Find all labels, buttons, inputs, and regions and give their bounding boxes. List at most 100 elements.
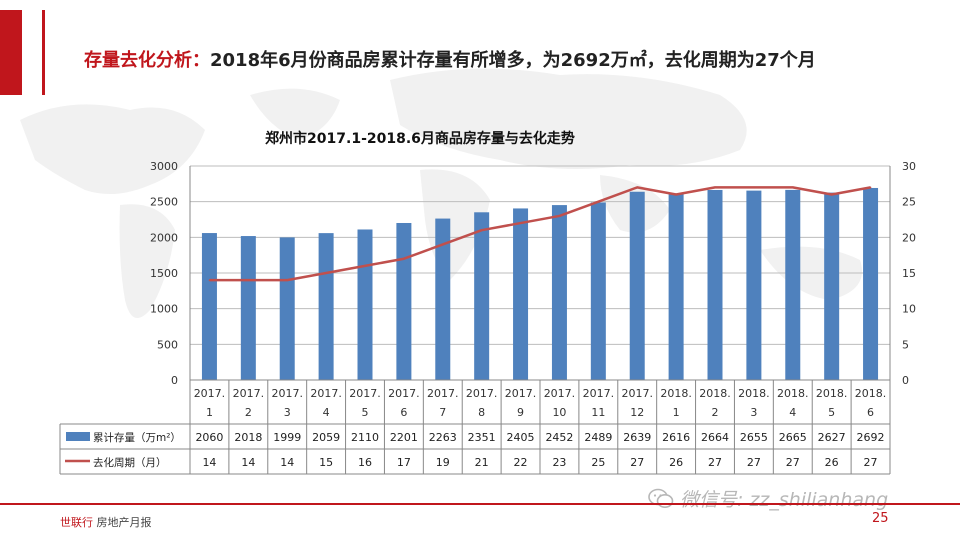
- x-tick-label-month: 2: [245, 406, 252, 419]
- x-tick-label-month: 5: [828, 406, 835, 419]
- x-tick-label-month: 10: [552, 406, 566, 419]
- line-point: [791, 186, 794, 189]
- x-tick-label-month: 3: [284, 406, 291, 419]
- x-tick-label-year: 2017.: [194, 387, 226, 400]
- data-label-inventory: 2060: [195, 431, 223, 444]
- bar: [201, 233, 217, 380]
- x-tick-label-month: 5: [362, 406, 369, 419]
- data-label-period: 15: [319, 456, 333, 469]
- bar: [435, 218, 451, 380]
- data-label-period: 27: [747, 456, 761, 469]
- data-label-period: 26: [825, 456, 839, 469]
- data-label-inventory: 2452: [545, 431, 573, 444]
- line-point: [636, 186, 639, 189]
- x-tick-label-year: 2017.: [233, 387, 265, 400]
- brand-subtitle: 房地产月报: [93, 516, 152, 529]
- line-point: [403, 257, 405, 260]
- data-label-period: 27: [786, 456, 800, 469]
- line-point: [325, 272, 327, 274]
- data-label-inventory: 2639: [623, 431, 651, 444]
- bar: [785, 189, 801, 380]
- y-right-tick-label: 25: [902, 196, 916, 209]
- grid-lines: [190, 165, 890, 381]
- y-left-tick-label: 1500: [150, 267, 178, 280]
- line-series: [208, 186, 872, 282]
- line-point: [830, 193, 833, 196]
- page-number: 25: [872, 511, 889, 526]
- line-point: [558, 215, 561, 217]
- data-label-period: 22: [514, 456, 528, 469]
- bar: [629, 191, 645, 380]
- data-label-inventory: 2201: [390, 431, 418, 444]
- data-table: 2017.12060142017.22018142017.31999142017…: [59, 379, 891, 475]
- y-left-tick-label: 0: [171, 374, 178, 387]
- data-label-period: 21: [475, 456, 489, 469]
- y-right-tick-label: 0: [902, 374, 909, 387]
- bar: [551, 205, 567, 380]
- y-left-tick-label: 2000: [150, 231, 178, 244]
- bar: [396, 222, 412, 380]
- x-tick-label-year: 2017.: [271, 387, 303, 400]
- x-tick-label-month: 7: [439, 406, 446, 419]
- line-point: [208, 279, 211, 281]
- x-tick-label-year: 2018.: [816, 387, 848, 400]
- x-tick-label-year: 2017.: [544, 387, 576, 400]
- data-label-inventory: 1999: [273, 431, 301, 444]
- line-point: [714, 186, 716, 189]
- bar: [279, 237, 295, 380]
- x-tick-label-year: 2017.: [505, 387, 537, 400]
- x-tick-label-month: 6: [400, 406, 407, 419]
- y-left-tick-label: 1000: [150, 303, 178, 316]
- x-tick-label-year: 2017.: [466, 387, 498, 400]
- accent-line: [42, 10, 45, 95]
- legend-swatch-bar: [66, 432, 90, 441]
- line-point: [519, 222, 522, 224]
- x-tick-label-month: 12: [630, 406, 644, 419]
- data-label-inventory: 2692: [857, 431, 885, 444]
- wechat-icon: [648, 488, 674, 508]
- x-tick-label-year: 2018.: [699, 387, 731, 400]
- line-point: [247, 279, 250, 281]
- x-tick-label-year: 2018.: [777, 387, 809, 400]
- bar: [863, 187, 879, 380]
- x-tick-label-month: 3: [750, 406, 757, 419]
- data-label-period: 27: [630, 456, 644, 469]
- y-right-tick-label: 5: [902, 338, 909, 351]
- data-label-inventory: 2059: [312, 431, 340, 444]
- bar: [824, 192, 840, 380]
- line-point: [675, 193, 677, 196]
- x-tick-label-month: 11: [591, 406, 605, 419]
- bottom-rule: [0, 503, 960, 505]
- data-label-period: 25: [591, 456, 605, 469]
- x-tick-label-month: 1: [673, 406, 680, 419]
- line-point: [480, 229, 483, 231]
- line-point: [753, 186, 755, 189]
- bar: [590, 202, 606, 380]
- y-right-tick-label: 15: [902, 267, 916, 280]
- bar: [357, 229, 373, 380]
- x-tick-label-year: 2017.: [427, 387, 459, 400]
- data-label-inventory: 2351: [468, 431, 496, 444]
- data-label-period: 14: [280, 456, 294, 469]
- bar-series: [201, 187, 879, 380]
- x-tick-label-year: 2017.: [388, 387, 420, 400]
- data-label-inventory: 2405: [507, 431, 535, 444]
- headline-text: 2018年6月份商品房累计存量有所增多，为2692万㎡，去化周期为27个月: [210, 50, 816, 71]
- chart-title: 郑州市2017.1-2018.6月商品房存量与去化走势: [265, 130, 575, 147]
- data-label-inventory: 2655: [740, 431, 768, 444]
- data-label-inventory: 2018: [234, 431, 262, 444]
- data-label-inventory: 2664: [701, 431, 729, 444]
- bar: [240, 236, 256, 380]
- data-label-period: 17: [397, 456, 411, 469]
- data-label-inventory: 2263: [429, 431, 457, 444]
- y-left-tick-label: 500: [157, 338, 178, 351]
- brand-name: 世联行: [60, 516, 93, 529]
- y-right-tick-label: 20: [902, 231, 916, 244]
- x-tick-label-month: 6: [867, 406, 874, 419]
- x-tick-label-month: 4: [323, 406, 330, 419]
- y-left-tick-label: 2500: [150, 196, 178, 209]
- bar: [513, 208, 529, 380]
- data-label-period: 27: [864, 456, 878, 469]
- line-point: [286, 279, 289, 281]
